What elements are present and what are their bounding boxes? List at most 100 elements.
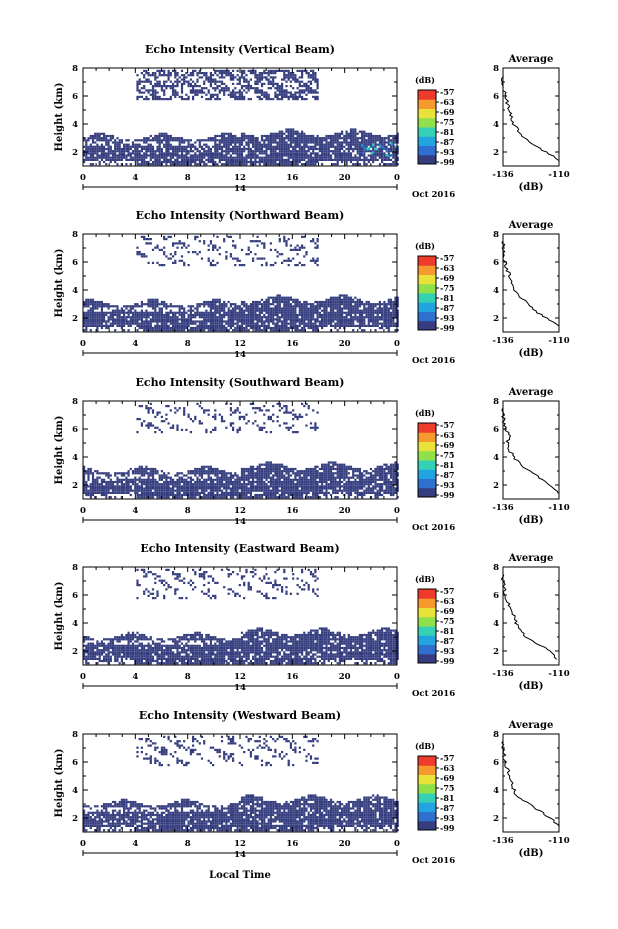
heatmap-cell [325,311,328,314]
heatmap-cell [396,158,399,161]
heatmap-cell [114,154,117,157]
heatmap-cell [192,326,195,330]
heatmap-cell [378,318,381,321]
heatmap-cell [240,311,244,314]
heatmap-cell [147,483,150,486]
heatmap-cell [281,95,284,98]
heatmap-cell [169,329,172,332]
heatmap-cell [356,307,359,310]
heatmap-cell [298,93,301,96]
heatmap-cell [94,470,97,473]
heatmap-cell [363,147,367,150]
heatmap-cell [103,154,106,157]
heatmap-cell [267,69,270,72]
heatmap-cell [151,316,155,319]
heatmap-cell [349,296,353,299]
heatmap-cell [134,485,137,488]
heatmap-cell [214,309,217,312]
heatmap-cell [198,141,201,144]
heatmap-cell [394,156,397,159]
heatmap-cell [189,487,192,490]
heatmap-cell [154,89,157,92]
heatmap-cell [283,235,286,238]
heatmap-cell [227,307,230,310]
heatmap-cell [274,324,277,327]
heatmap-cell [223,87,226,90]
heatmap-cell [276,95,279,98]
heatmap-cell [256,95,259,98]
heatmap-cell [214,326,217,330]
heatmap-cell [185,326,188,330]
heatmap-cell [140,154,143,157]
heatmap-cell [238,158,241,161]
heatmap-cell [129,480,132,484]
heatmap-cell [345,139,348,142]
heatmap-cell [165,313,168,317]
heatmap-cell [203,150,206,153]
heatmap-cell [151,145,155,148]
heatmap-cell [98,318,101,321]
heatmap-cell [367,143,370,146]
heatmap-cell [91,489,95,492]
heatmap-cell [332,152,335,155]
heatmap-cell [156,154,159,157]
heatmap-cell [158,307,161,310]
heatmap-cell [212,80,215,83]
heatmap-cell [316,156,319,159]
heatmap-cell [158,85,161,88]
heatmap-cell [272,300,275,304]
heatmap-cell [111,305,115,308]
heatmap-cell [254,163,257,166]
heatmap-cell [183,491,186,494]
colorbar-tick-label: -87 [440,303,454,313]
heatmap-cell [240,316,244,319]
heatmap-cell [376,324,379,327]
heatmap-cell [240,307,244,310]
heatmap-cell [120,139,123,142]
heatmap-cell [394,296,397,299]
heatmap-cell [283,158,286,161]
heatmap-cell [285,130,288,133]
heatmap-cell [336,303,339,306]
heatmap-cell [207,91,210,94]
heatmap-cell [372,156,375,159]
heatmap-cell [136,324,139,327]
heatmap-cell [332,158,335,161]
heatmap-cell [120,147,123,151]
heatmap-cell [149,487,152,490]
heatmap-cell [163,98,166,101]
heatmap-cell [183,311,186,314]
heatmap-cell [160,431,163,434]
heatmap-cell [196,80,199,83]
heatmap-cell [281,93,284,96]
heatmap-cell [316,139,319,142]
heatmap-cell [114,313,117,317]
heatmap-cell [127,154,130,157]
colorbar-unit: (dB) [415,75,435,85]
heatmap-cell [278,294,281,297]
heatmap-cell [258,307,261,310]
heatmap-cell [149,152,152,155]
heatmap-cell [189,316,192,319]
heatmap-cell [118,316,121,319]
heatmap-cell [154,76,157,79]
heatmap-cell [178,160,181,164]
heatmap-cell [274,76,277,79]
heatmap-cell [172,491,175,494]
heatmap-cell [138,139,141,142]
heatmap-cell [267,326,270,330]
x-tick-label: 16 [286,173,298,183]
heatmap-cell [287,76,290,79]
heatmap-cell [240,309,244,312]
heatmap-cell [267,95,270,98]
heatmap-cell [356,147,359,151]
heatmap-cell [103,491,106,494]
heatmap-cell [394,309,397,312]
heatmap-cell [358,303,361,306]
heatmap-cell [198,303,201,306]
heatmap-cell [260,311,264,314]
heatmap-cell [185,491,188,494]
heatmap-cell [260,74,264,77]
heatmap-cell [218,143,221,146]
heatmap-cell [163,69,166,72]
